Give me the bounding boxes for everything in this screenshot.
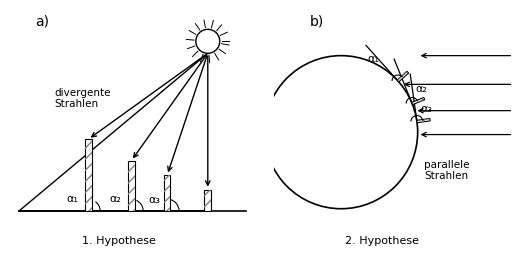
Bar xyxy=(164,175,171,211)
Text: parallele
Strahlen: parallele Strahlen xyxy=(424,160,469,181)
Polygon shape xyxy=(417,119,430,123)
Bar xyxy=(204,190,211,211)
Text: α₂: α₂ xyxy=(110,194,122,204)
Text: 2. Hypothese: 2. Hypothese xyxy=(345,236,419,246)
Text: α₃: α₃ xyxy=(421,104,433,114)
Circle shape xyxy=(265,56,418,209)
Bar xyxy=(128,161,134,211)
Bar xyxy=(164,175,171,211)
Bar xyxy=(204,190,211,211)
Bar xyxy=(128,161,134,211)
Text: b): b) xyxy=(310,15,324,29)
Text: α₁: α₁ xyxy=(67,194,79,204)
Text: α₁: α₁ xyxy=(367,54,379,64)
Bar xyxy=(85,139,91,211)
Text: a): a) xyxy=(36,15,49,29)
Polygon shape xyxy=(397,71,408,82)
Text: 1. Hypothese: 1. Hypothese xyxy=(82,236,156,246)
Circle shape xyxy=(196,29,220,53)
Text: α₂: α₂ xyxy=(416,84,427,94)
Text: divergente
Strahlen: divergente Strahlen xyxy=(55,88,111,109)
Text: α₃: α₃ xyxy=(148,195,160,205)
Polygon shape xyxy=(412,98,425,105)
Bar xyxy=(85,139,91,211)
